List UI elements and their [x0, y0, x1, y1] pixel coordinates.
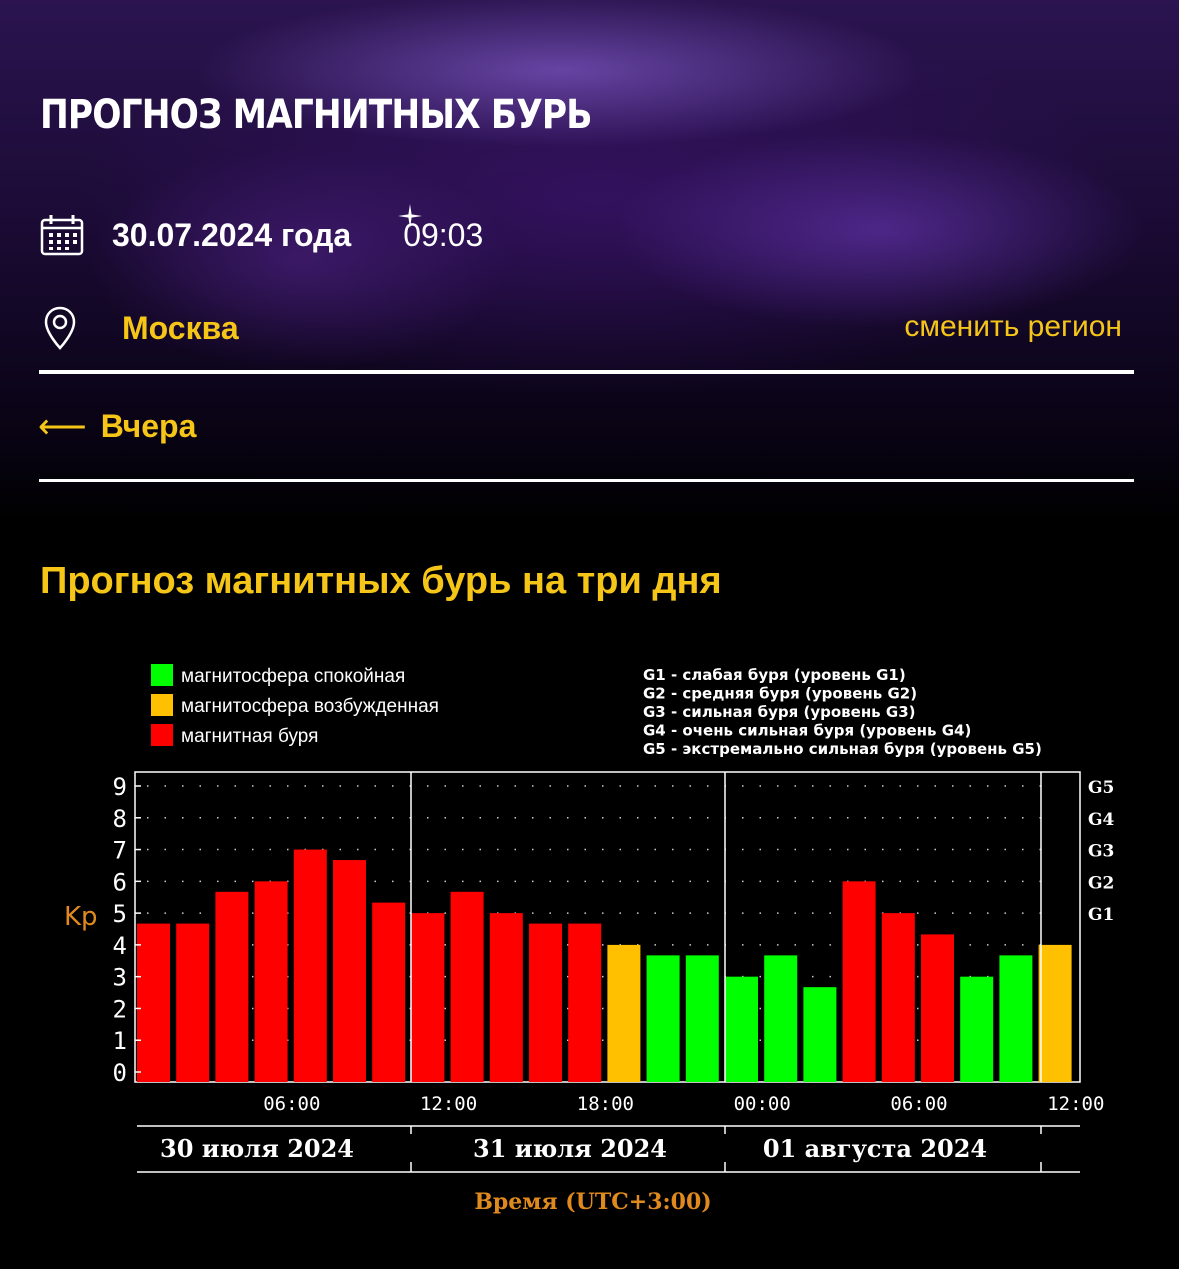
divider	[39, 479, 1134, 482]
kp-bar	[607, 944, 641, 1082]
kp-bar	[529, 923, 562, 1082]
legend-label: магнитосфера возбужденная	[181, 696, 439, 717]
kp-bar	[215, 891, 249, 1082]
kp-bar	[999, 955, 1033, 1082]
y-tick-label: 2	[113, 995, 127, 1023]
g-level-label: G1	[1088, 905, 1114, 925]
kp-bar	[960, 976, 994, 1082]
y-axis-label: Kp	[64, 902, 98, 932]
kp-bar	[293, 849, 327, 1082]
x-tick-label: 12:00	[1047, 1093, 1104, 1115]
kp-bar	[725, 976, 758, 1082]
kp-bar	[137, 923, 170, 1082]
yesterday-link[interactable]: ⟵ Вчера	[38, 408, 196, 445]
kp-bar	[372, 902, 406, 1082]
y-tick-label: 1	[113, 1027, 127, 1055]
y-tick-label: 0	[113, 1059, 127, 1087]
x-tick-label: 06:00	[263, 1093, 320, 1115]
kp-bar	[176, 923, 210, 1082]
kp-bar	[489, 913, 523, 1082]
y-tick-label: 9	[113, 773, 127, 801]
legend-label: магнитосфера спокойная	[181, 666, 405, 687]
divider	[39, 370, 1134, 374]
g-level-legend-item: G3 - сильная буря (уровень G3)	[643, 703, 916, 721]
y-tick-label: 8	[113, 805, 127, 833]
x-tick-label: 06:00	[890, 1093, 947, 1115]
kp-bar	[764, 955, 798, 1082]
x-tick-label: 18:00	[577, 1093, 634, 1115]
arrow-left-icon: ⟵	[38, 407, 87, 446]
kp-bar	[411, 913, 445, 1082]
legend-swatch	[151, 694, 173, 716]
yesterday-label: Вчера	[100, 408, 197, 444]
location-row: Москва	[44, 306, 239, 350]
day-label: 31 июля 2024	[473, 1134, 667, 1163]
y-tick-label: 5	[113, 900, 127, 928]
x-tick-label: 00:00	[734, 1093, 791, 1115]
kp-bar	[646, 955, 680, 1082]
g-level-legend-item: G1 - слабая буря (уровень G1)	[643, 666, 906, 684]
legend-label: магнитная буря	[181, 726, 318, 747]
date-row: 30.07.2024 года 09:03	[40, 214, 483, 256]
kp-bar	[450, 891, 484, 1082]
g-level-label: G4	[1088, 810, 1115, 830]
x-axis-label: Время (UTC+3:00)	[474, 1189, 711, 1215]
g-level-label: G5	[1088, 778, 1114, 798]
y-tick-label: 7	[113, 837, 127, 865]
g-level-legend-item: G4 - очень сильная буря (уровень G4)	[643, 722, 971, 740]
kp-bar	[1038, 944, 1072, 1082]
kp-bar	[568, 923, 602, 1082]
kp-bar	[254, 881, 288, 1082]
kp-bar	[881, 913, 915, 1082]
legend-swatch	[151, 724, 173, 746]
change-region-link[interactable]: сменить регион	[904, 310, 1122, 343]
kp-bar	[842, 881, 876, 1082]
g-level-legend-item: G2 - средняя буря (уровень G2)	[643, 685, 917, 703]
day-label: 01 августа 2024	[763, 1134, 987, 1163]
kp-bar	[921, 934, 954, 1082]
g-level-label: G2	[1088, 873, 1114, 893]
current-date: 30.07.2024 года	[112, 216, 352, 253]
kp-bar	[333, 860, 366, 1082]
day-label: 30 июля 2024	[160, 1134, 354, 1163]
legend-swatch	[151, 664, 173, 686]
map-pin-icon	[44, 306, 76, 350]
g-level-label: G3	[1088, 842, 1114, 862]
aurora-background	[0, 0, 1179, 520]
current-time: 09:03	[403, 216, 484, 253]
city-name: Москва	[122, 309, 239, 346]
y-tick-label: 6	[113, 868, 127, 896]
forecast-heading: Прогноз магнитных бурь на три дня	[40, 560, 722, 602]
kp-bar	[685, 955, 719, 1082]
page-title: ПРОГНОЗ МАГНИТНЫХ БУРЬ	[40, 92, 592, 138]
kp-bar	[803, 987, 837, 1082]
y-tick-label: 4	[113, 932, 127, 960]
g-level-legend-item: G5 - экстремально сильная буря (уровень …	[643, 740, 1042, 758]
sparkle-icon	[398, 204, 422, 228]
y-tick-label: 3	[113, 964, 127, 992]
calendar-icon	[40, 215, 84, 256]
x-tick-label: 12:00	[420, 1093, 477, 1115]
